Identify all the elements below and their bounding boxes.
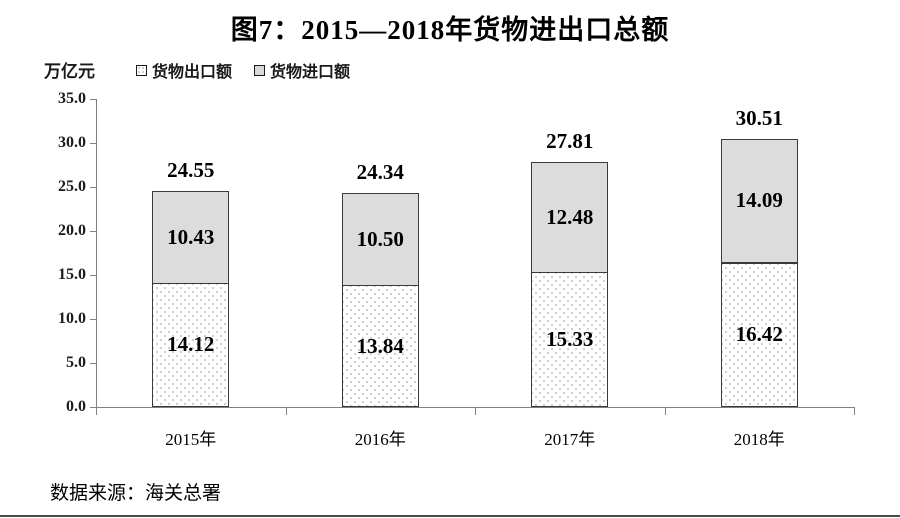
legend-item-exports: 货物出口额 [136, 58, 232, 82]
y-tick-label: 0.0 [66, 398, 86, 415]
import-value-label: 14.09 [735, 188, 783, 213]
import-value-label: 12.48 [546, 205, 594, 230]
total-value-label: 24.55 [167, 157, 215, 182]
y-axis-unit-label: 万亿元 [44, 62, 95, 81]
bottom-divider [0, 515, 900, 517]
bar-segment-import: 12.48 [531, 162, 609, 274]
x-category-label: 2017年 [544, 430, 596, 449]
x-tick-mark [475, 408, 476, 415]
export-value-label: 13.84 [356, 333, 404, 358]
legend-label-exports: 货物出口额 [152, 64, 233, 81]
y-tick-label: 10.0 [58, 310, 86, 327]
import-value-label: 10.50 [356, 226, 404, 251]
export-value-label: 14.12 [167, 332, 215, 357]
data-source-note: 数据来源：海关总署 [50, 483, 222, 504]
export-value-label: 15.33 [546, 327, 594, 352]
y-tick-mark [90, 319, 96, 320]
x-tick-mark [96, 408, 97, 415]
chart-title: 图7：2015—2018年货物进出口总额 [230, 15, 670, 45]
export-series-swatch-icon [136, 64, 147, 76]
import-value-label: 10.43 [167, 224, 215, 249]
bar-segment-export: 14.12 [152, 282, 230, 407]
y-tick-mark [90, 363, 96, 364]
x-category-label: 2018年 [733, 430, 785, 449]
y-tick-mark [90, 407, 96, 408]
bar-segment-export: 15.33 [531, 272, 609, 407]
legend: 货物出口额 货物进口额 [136, 58, 350, 82]
y-tick-label: 20.0 [58, 222, 86, 239]
bar-segment-import: 14.09 [720, 138, 798, 264]
y-tick-mark [90, 99, 96, 100]
y-tick-label: 35.0 [58, 90, 86, 107]
x-axis-line [96, 407, 855, 408]
x-tick-mark [664, 408, 666, 415]
total-value-label: 30.51 [735, 105, 783, 130]
y-tick-label: 15.0 [58, 266, 86, 283]
y-tick-mark [90, 143, 96, 144]
bar-segment-import: 10.43 [152, 190, 230, 284]
legend-label-imports: 货物进口额 [270, 64, 351, 81]
bar-segment-import: 10.50 [341, 192, 419, 287]
y-tick-mark [90, 231, 96, 232]
y-tick-label: 5.0 [66, 354, 86, 371]
total-value-label: 27.81 [546, 129, 594, 154]
x-category-label: 2015年 [165, 430, 217, 449]
legend-item-imports: 货物进口额 [254, 58, 350, 82]
import-series-swatch-icon [254, 64, 266, 76]
x-tick-mark [285, 408, 287, 415]
y-tick-mark [90, 275, 96, 276]
x-category-label: 2016年 [354, 430, 406, 449]
x-tick-mark [854, 408, 855, 415]
y-tick-label: 25.0 [58, 178, 86, 195]
bar-segment-export: 13.84 [341, 285, 419, 407]
total-value-label: 24.34 [356, 159, 404, 184]
export-value-label: 16.42 [735, 322, 783, 347]
bar-segment-export: 16.42 [720, 262, 798, 407]
y-tick-label: 30.0 [58, 134, 86, 151]
y-axis-line [96, 99, 97, 407]
y-tick-mark [90, 187, 96, 188]
